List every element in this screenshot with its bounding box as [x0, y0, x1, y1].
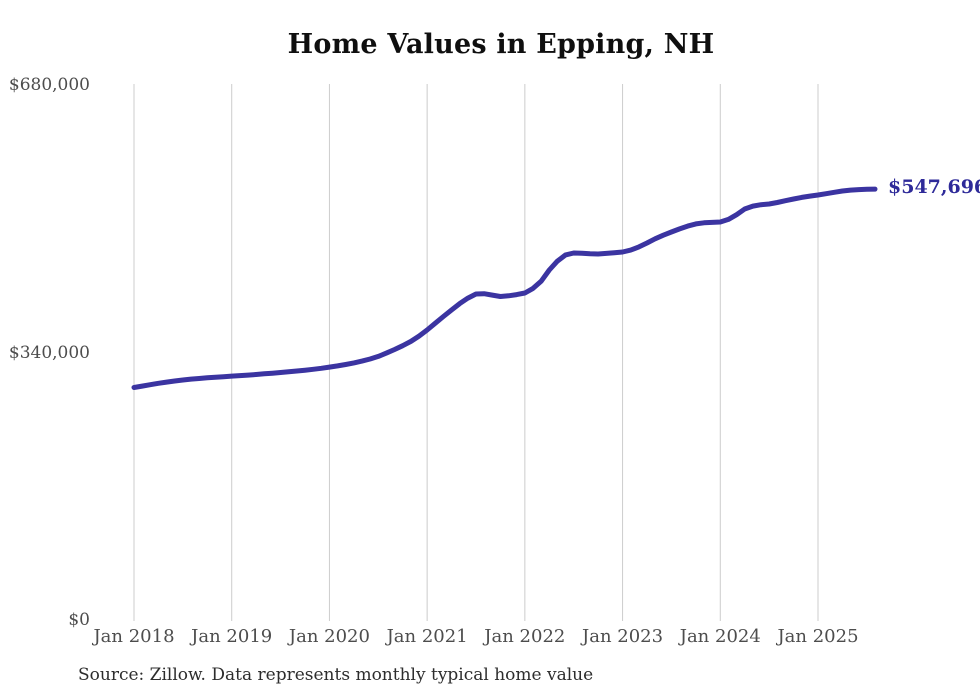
- x-axis-tick-label: Jan 2018: [93, 626, 175, 647]
- x-axis-tick-label: Jan 2020: [288, 626, 370, 647]
- x-axis-tick-label: Jan 2023: [582, 626, 664, 647]
- x-axis-tick-label: Jan 2019: [191, 626, 273, 647]
- current-value-label: $547,696: [888, 176, 980, 199]
- x-axis-tick-label: Jan 2024: [679, 626, 761, 647]
- x-axis-tick-label: Jan 2021: [386, 626, 468, 647]
- x-axis-tick-label: Jan 2022: [484, 626, 566, 647]
- source-note: Source: Zillow. Data represents monthly …: [78, 665, 594, 685]
- y-axis-tick-label: $0: [68, 610, 90, 630]
- x-axis-tick-label: Jan 2025: [777, 626, 859, 647]
- home-value-line: [131, 186, 878, 390]
- y-axis-tick-label: $680,000: [8, 75, 90, 95]
- chart-title: Home Values in Epping, NH: [287, 29, 715, 60]
- y-axis-tick-label: $340,000: [8, 342, 90, 363]
